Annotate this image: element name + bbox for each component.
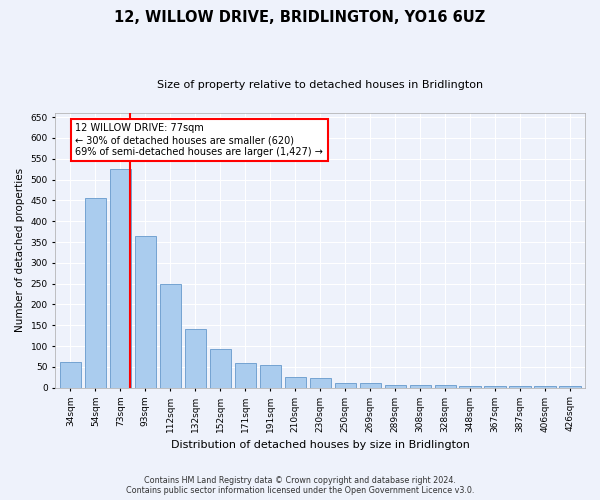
Bar — [559, 386, 581, 388]
Bar — [460, 386, 481, 388]
Bar — [235, 362, 256, 388]
Text: Contains HM Land Registry data © Crown copyright and database right 2024.
Contai: Contains HM Land Registry data © Crown c… — [126, 476, 474, 495]
Bar — [160, 284, 181, 388]
Title: Size of property relative to detached houses in Bridlington: Size of property relative to detached ho… — [157, 80, 483, 90]
Bar — [284, 377, 306, 388]
Bar — [434, 385, 456, 388]
Text: 12 WILLOW DRIVE: 77sqm
← 30% of detached houses are smaller (620)
69% of semi-de: 12 WILLOW DRIVE: 77sqm ← 30% of detached… — [76, 124, 323, 156]
Bar — [335, 384, 356, 388]
Text: 12, WILLOW DRIVE, BRIDLINGTON, YO16 6UZ: 12, WILLOW DRIVE, BRIDLINGTON, YO16 6UZ — [115, 10, 485, 25]
X-axis label: Distribution of detached houses by size in Bridlington: Distribution of detached houses by size … — [171, 440, 470, 450]
Bar — [60, 362, 81, 388]
Bar — [310, 378, 331, 388]
Bar — [110, 169, 131, 388]
Bar — [185, 330, 206, 388]
Bar — [484, 386, 506, 388]
Y-axis label: Number of detached properties: Number of detached properties — [15, 168, 25, 332]
Bar — [535, 386, 556, 388]
Bar — [359, 382, 381, 388]
Bar — [85, 198, 106, 388]
Bar — [135, 236, 156, 388]
Bar — [509, 386, 530, 388]
Bar — [260, 365, 281, 388]
Bar — [209, 349, 231, 388]
Bar — [385, 384, 406, 388]
Bar — [410, 384, 431, 388]
